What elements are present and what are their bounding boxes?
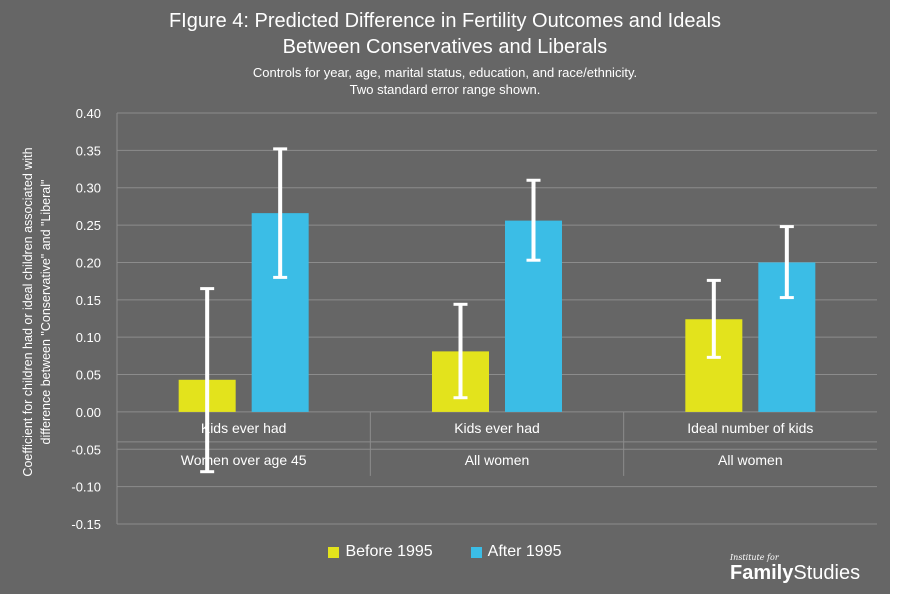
y-tick-label: 0.35 <box>76 143 101 158</box>
y-tick-label: 0.05 <box>76 368 101 383</box>
y-tick-label: 0.10 <box>76 330 101 345</box>
brand-logo: Institute for FamilyStudies <box>730 553 895 584</box>
brand-name-light: Studies <box>793 562 861 584</box>
y-tick-label: 0.30 <box>76 181 101 196</box>
y-tick-label: -0.15 <box>71 517 101 532</box>
y-tick-label: -0.10 <box>71 480 101 495</box>
y-tick-label: 0.25 <box>76 218 101 233</box>
chart-subtitle-line1: Controls for year, age, marital status, … <box>252 65 638 80</box>
legend-item-after-1995: After 1995 <box>470 543 562 561</box>
brand-name-bold: Family <box>730 562 794 584</box>
brand-small-text: Institute for <box>730 553 779 562</box>
chart-title-line1: FIgure 4: Predicted Difference in Fertil… <box>168 10 722 32</box>
category-label: Kids ever had <box>454 420 540 436</box>
y-tick-label: 0.15 <box>76 293 101 308</box>
y-tick-label: 0.40 <box>76 106 101 121</box>
chart-title-line2: Between Conservatives and Liberals <box>282 36 608 58</box>
legend-swatch-after-1995 <box>470 546 482 558</box>
category-group-label: Women over age 45 <box>181 452 307 468</box>
legend-swatch-before-1995 <box>328 546 340 558</box>
chart-title: FIgure 4: Predicted Difference in Fertil… <box>0 8 890 60</box>
category-label: Kids ever had <box>201 420 287 436</box>
y-tick-label: 0.00 <box>76 405 101 420</box>
chart-subtitle: Controls for year, age, marital status, … <box>0 64 890 98</box>
legend-label-before-1995: Before 1995 <box>345 543 433 560</box>
chart-legend: Before 1995 After 1995 <box>0 543 890 561</box>
legend-item-before-1995: Before 1995 <box>328 543 433 561</box>
right-edge-strip <box>890 0 897 594</box>
legend-label-after-1995: After 1995 <box>487 543 562 560</box>
brand-name: FamilyStudies <box>730 562 895 584</box>
y-tick-label: 0.20 <box>76 255 101 270</box>
category-group-label: All women <box>465 452 530 468</box>
category-label: Ideal number of kids <box>687 420 813 436</box>
chart-subtitle-line2: Two standard error range shown. <box>349 82 541 97</box>
category-group-label: All women <box>718 452 783 468</box>
y-tick-label: -0.05 <box>71 442 101 457</box>
